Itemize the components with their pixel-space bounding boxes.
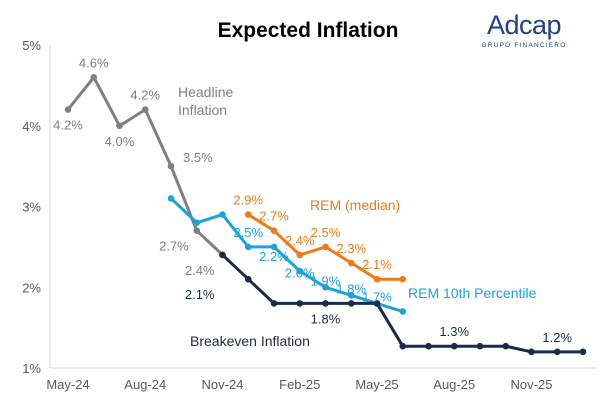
data-point-rem-10th-percentile — [167, 195, 175, 202]
data-point-rem-median — [322, 243, 329, 251]
data-label: 2.1% — [362, 257, 392, 272]
y-tick-label: 4% — [22, 119, 41, 134]
data-point-rem-median — [296, 251, 304, 259]
data-point-breakeven-inflation — [244, 275, 252, 283]
x-tick-label: Aug-25 — [433, 377, 475, 392]
data-label: 2.1% — [185, 287, 215, 302]
data-point-headline-inflation — [167, 162, 175, 170]
data-point-headline-inflation — [64, 106, 72, 113]
series-label-rem-median: REM (median) — [310, 197, 400, 213]
y-tick-label: 3% — [22, 200, 41, 215]
series-label-rem-10th: REM 10th Percentile — [408, 285, 537, 301]
y-tick-label: 5% — [22, 38, 41, 53]
data-label: 4.2% — [130, 88, 160, 103]
data-point-rem-median — [399, 275, 407, 283]
data-label: 1.9% — [311, 273, 341, 288]
data-label: 1.8% — [336, 281, 366, 296]
data-point-rem-10th-percentile — [270, 243, 278, 251]
data-point-rem-10th-percentile — [347, 292, 355, 299]
data-point-rem-median — [347, 259, 355, 267]
logo-name: Adcap — [487, 10, 561, 40]
data-point-rem-10th-percentile — [219, 211, 226, 218]
data-label: 2.4% — [285, 233, 315, 248]
series-points — [64, 74, 587, 356]
data-point-breakeven-inflation — [322, 300, 329, 307]
data-point-headline-inflation — [141, 106, 149, 113]
data-point-rem-median — [244, 211, 252, 218]
data-label: 1.8% — [311, 311, 341, 326]
data-label: 1.3% — [439, 324, 469, 339]
data-point-breakeven-inflation — [270, 300, 278, 307]
data-point-breakeven-inflation — [450, 342, 458, 350]
x-axis-ticks: May-24 Aug-24 Nov-24 Feb-25 May-25 Aug-25 Nov-… — [46, 377, 552, 392]
series-label-headline-line1: Headline — [178, 84, 233, 100]
data-point-rem-median — [270, 227, 278, 235]
data-label: 2.7% — [259, 209, 289, 224]
x-tick-label: May-25 — [355, 377, 398, 392]
data-label: 1.7% — [362, 289, 392, 304]
x-tick-label: May-24 — [46, 377, 89, 392]
logo: Adcap GRUPO FINANCIERO — [482, 10, 567, 49]
data-point-breakeven-inflation — [553, 348, 561, 356]
chart-title: Expected Inflation — [218, 19, 399, 42]
data-point-breakeven-inflation — [399, 342, 407, 350]
x-tick-label: Nov-25 — [511, 377, 553, 392]
data-label: 4.0% — [105, 134, 135, 149]
data-point-rem-10th-percentile — [244, 243, 252, 251]
data-point-breakeven-inflation — [347, 300, 355, 307]
data-point-rem-10th-percentile — [322, 283, 329, 291]
data-point-breakeven-inflation — [425, 342, 432, 350]
x-tick-label: Feb-25 — [279, 377, 320, 392]
data-label: 3.5% — [183, 150, 213, 165]
data-point-headline-inflation — [193, 227, 201, 235]
data-labels: 4.2%4.6%4.0%4.2%3.5%2.7%2.4%2.5%2.2%2.0%… — [53, 55, 572, 345]
series-line-rem-10th-percentile-tail — [375, 301, 405, 313]
series-label-breakeven: Breakeven Inflation — [190, 333, 310, 349]
data-label: 4.6% — [79, 55, 109, 70]
data-point-breakeven-inflation — [476, 342, 484, 350]
data-label: 2.2% — [259, 249, 289, 264]
data-label: 2.5% — [311, 225, 341, 240]
data-point-rem-10th-percentile — [296, 267, 304, 275]
data-label: 2.7% — [159, 239, 189, 254]
data-label: 2.9% — [233, 193, 263, 208]
x-tick-label: Aug-24 — [124, 377, 166, 392]
data-label: 1.2% — [542, 330, 572, 345]
data-point-headline-inflation — [116, 122, 123, 130]
data-label: 2.5% — [233, 225, 263, 240]
y-tick-label: 2% — [22, 280, 41, 295]
data-point-rem-10th-percentile — [193, 219, 201, 226]
data-point-headline-inflation — [90, 74, 98, 81]
data-point-rem-median — [373, 275, 381, 283]
data-point-breakeven-inflation — [296, 300, 304, 307]
data-point-breakeven-inflation — [219, 251, 226, 259]
data-point-breakeven-inflation — [579, 348, 587, 356]
data-label: 2.3% — [336, 241, 366, 256]
data-label: 4.2% — [53, 118, 83, 133]
data-point-breakeven-inflation — [502, 342, 510, 350]
y-axis-ticks: 1% 2% 3% 4% 5% — [22, 38, 41, 376]
series-label-headline: Headline Inflation — [178, 84, 237, 118]
data-label: 2.0% — [285, 265, 315, 280]
data-label: 2.4% — [185, 263, 215, 278]
series-label-headline-line2: Inflation — [178, 102, 227, 118]
data-point-breakeven-inflation — [528, 348, 535, 356]
series-labels: Headline Inflation REM (median) REM 10th… — [178, 84, 537, 349]
logo-subtitle: GRUPO FINANCIERO — [482, 42, 567, 49]
x-tick-label: Nov-24 — [202, 377, 244, 392]
y-tick-label: 1% — [22, 361, 41, 376]
data-point-rem-10th-percentile-tail — [399, 308, 407, 315]
data-point-breakeven-inflation — [373, 300, 381, 307]
